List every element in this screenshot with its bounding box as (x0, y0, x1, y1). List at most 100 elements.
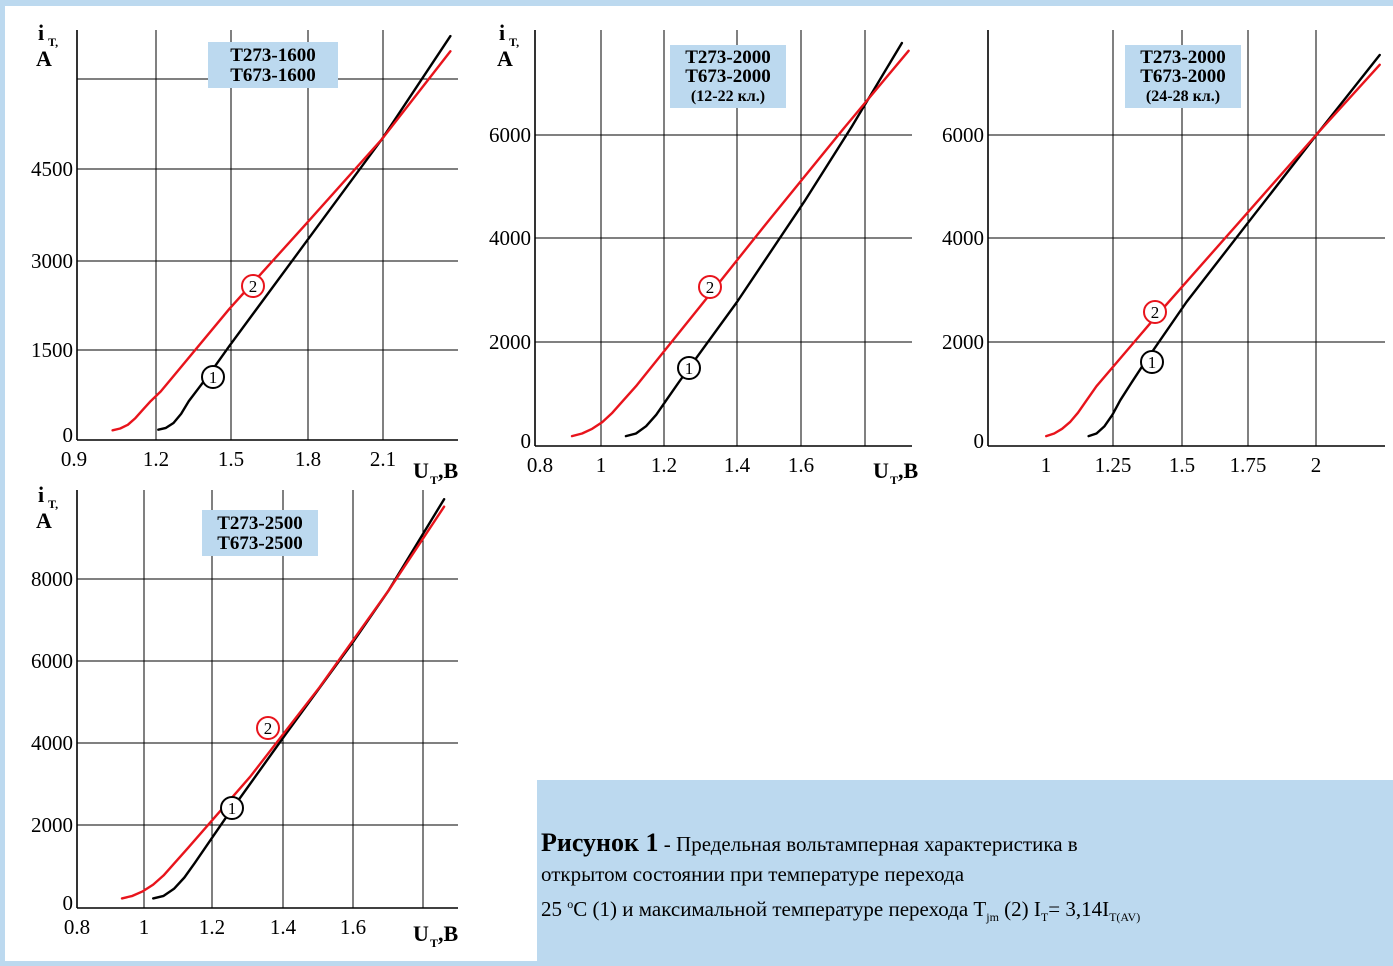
y-axis-unit: A (36, 46, 52, 71)
series-2-marker (241, 274, 265, 298)
series-2-line (1044, 63, 1381, 438)
chart-title-box (202, 510, 318, 556)
x-tick-label: 1.6 (340, 915, 366, 939)
x-tick-label: 1 (596, 453, 607, 477)
chart-title-line: Т673-2000 (1140, 66, 1226, 87)
y-tick-label: 6000 (942, 123, 984, 147)
x-tick-label: 1 (1041, 453, 1052, 477)
chart-title-line: Т273-2000 (685, 47, 771, 68)
x-tick-label: 0.9 (61, 447, 87, 471)
x-tick-label: 2.1 (370, 447, 396, 471)
series-2-marker (698, 275, 722, 299)
caption-sub-t: T (1040, 910, 1049, 925)
x-tick-label: 0.8 (64, 915, 90, 939)
chart-title-box (208, 42, 338, 88)
series-1-marker (220, 796, 244, 820)
y-axis-label: i (38, 20, 44, 45)
series-2-marker (1143, 300, 1167, 324)
series-1-line (1087, 53, 1381, 438)
chart-title-line: (24-28 кл.) (1146, 88, 1220, 105)
caption-box: Рисунок 1 - Предельная вольтамперная хар… (537, 780, 1393, 966)
y-axis-label: i (38, 482, 44, 507)
x-tick-label: 1.5 (1169, 453, 1195, 477)
series-1-marker (201, 365, 225, 389)
series-2-marker (256, 716, 280, 740)
x-tick-label: 1.6 (788, 453, 814, 477)
series-1-marker (677, 356, 701, 380)
y-tick-label: 4000 (31, 731, 73, 755)
series-2-label: 2 (249, 277, 258, 296)
series-2-label: 2 (264, 719, 273, 738)
y-tick-label: 8000 (31, 567, 73, 591)
y-tick-label: 4000 (942, 226, 984, 250)
x-axis-label-sub: T (890, 473, 898, 487)
y-axis-label-sub: T, (48, 497, 58, 511)
series-1-label: 1 (209, 368, 218, 387)
x-tick-label: 1.5 (218, 447, 244, 471)
chart-title-line: Т273-1600 (230, 45, 316, 66)
caption-line-3c: (2) I (998, 897, 1041, 921)
caption-line-3b: C (1) и максимальной температуре переход… (573, 897, 987, 921)
caption-line-2: открытом состоянии при температуре перех… (541, 862, 965, 886)
x-tick-label: 2 (1311, 453, 1322, 477)
x-axis-label-sub: T (430, 936, 438, 950)
x-tick-label: 0.8 (527, 453, 553, 477)
y-tick-label: 3000 (31, 249, 73, 273)
caption-degree: o (567, 897, 574, 911)
chart-title-line: Т673-2500 (217, 533, 303, 554)
caption-line-3a: 25 (541, 897, 568, 921)
y-tick-label: 2000 (31, 813, 73, 837)
x-axis-unit: ,B (438, 921, 459, 946)
figure-caption: Рисунок 1 - Предельная вольтамперная хар… (541, 828, 1393, 932)
x-axis-unit: ,B (438, 458, 459, 483)
x-tick-label: 1.4 (724, 453, 751, 477)
frame-left (0, 0, 5, 966)
y-axis-unit: A (36, 508, 52, 533)
y-tick-label: 0 (63, 423, 74, 447)
series-2-line (111, 50, 452, 432)
chart-title-line: (12-22 кл.) (691, 88, 765, 105)
y-tick-label: 6000 (31, 649, 73, 673)
chart-title-line: Т273-2500 (217, 513, 303, 534)
y-tick-label: 4500 (31, 157, 73, 181)
series-1-label: 1 (1148, 353, 1157, 372)
x-tick-label: 1.8 (295, 447, 321, 471)
caption-line-3d: = 3,14I (1048, 897, 1110, 921)
series-2-label: 2 (1151, 303, 1160, 322)
y-tick-label: 2000 (942, 330, 984, 354)
x-tick-label: 1.2 (143, 447, 169, 471)
series-1-line (157, 34, 452, 431)
caption-line-1: - Предельная вольтамперная характеристик… (658, 832, 1078, 856)
series-2-label: 2 (706, 278, 715, 297)
series-1-line (624, 41, 904, 438)
y-tick-label: 1500 (31, 338, 73, 362)
x-tick-label: 1.4 (270, 915, 297, 939)
chart-title-line: Т273-2000 (1140, 47, 1226, 68)
x-tick-label: 1.25 (1095, 453, 1132, 477)
chart-title-box (1125, 45, 1241, 108)
x-axis-unit: ,B (898, 458, 919, 483)
frame-top (0, 0, 1393, 6)
caption-sub-tav: T(AV) (1109, 910, 1141, 925)
x-axis-label: U (413, 921, 429, 946)
x-axis-label: U (873, 458, 889, 483)
series-1-marker (1140, 350, 1164, 374)
x-axis-label-sub: T (430, 473, 438, 487)
chart-title-box (670, 45, 786, 108)
chart-title-line: Т673-2000 (685, 66, 771, 87)
series-2-line (570, 49, 910, 438)
y-axis-label-sub: T, (509, 35, 519, 49)
caption-sub-jm: jm (986, 910, 999, 925)
y-axis-label: i (499, 20, 505, 45)
x-tick-label: 1.2 (651, 453, 677, 477)
y-tick-label: 0 (63, 891, 74, 915)
caption-figure-number: Рисунок 1 (541, 828, 659, 857)
x-axis-label: U (413, 458, 429, 483)
y-tick-label: 6000 (489, 123, 531, 147)
x-tick-label: 1.75 (1230, 453, 1267, 477)
y-tick-label: 0 (974, 429, 985, 453)
